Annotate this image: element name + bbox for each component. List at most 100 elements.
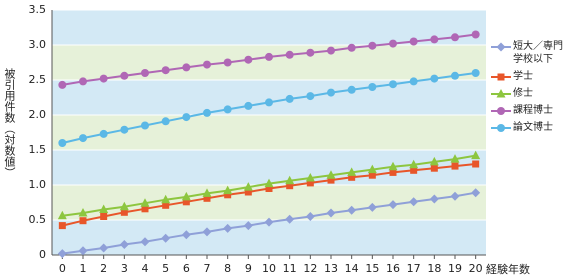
marker	[120, 125, 129, 134]
marker	[497, 107, 505, 115]
x-tick-label: 10	[262, 262, 276, 275]
marker	[429, 194, 439, 204]
marker	[141, 69, 149, 77]
marker	[306, 48, 315, 57]
x-tick-label: 14	[345, 262, 359, 275]
y-tick-label: 0	[39, 248, 46, 261]
marker	[497, 124, 505, 132]
y-tick-label: 2.0	[29, 108, 47, 121]
x-tick-label: 3	[121, 262, 128, 275]
y-tick-label: 1.0	[29, 178, 47, 191]
marker	[78, 208, 88, 217]
marker	[471, 188, 481, 198]
x-tick-label: 12	[303, 262, 317, 275]
marker	[141, 121, 149, 130]
marker	[57, 249, 67, 259]
marker	[224, 191, 232, 199]
y-tick-label: 2.5	[29, 73, 47, 86]
marker	[244, 55, 253, 64]
marker	[409, 159, 419, 169]
marker	[182, 63, 191, 72]
marker	[326, 170, 336, 179]
x-tick-label: 6	[183, 262, 190, 275]
marker	[265, 185, 273, 192]
marker	[326, 208, 336, 218]
legend-swatch	[491, 42, 511, 52]
marker	[100, 213, 108, 220]
x-tick-label: 19	[448, 262, 462, 275]
marker	[244, 188, 252, 196]
marker	[451, 71, 459, 80]
legend-label: 課程博士	[513, 105, 553, 116]
marker	[327, 176, 335, 184]
marker	[410, 166, 418, 174]
marker	[140, 198, 150, 207]
background-band	[52, 10, 486, 45]
marker	[223, 105, 232, 114]
marker	[161, 233, 171, 243]
legend-item: 短大／専門学校以下	[491, 40, 571, 66]
legend-label: 論文博士	[513, 122, 553, 133]
marker	[223, 58, 232, 67]
y-tick-label: 1.5	[29, 143, 47, 156]
marker	[79, 77, 87, 86]
marker	[347, 167, 357, 176]
marker	[368, 41, 377, 50]
marker	[264, 178, 274, 188]
legend-item: 課程博士	[491, 104, 571, 117]
marker	[202, 227, 212, 237]
marker	[78, 246, 88, 256]
marker	[79, 134, 87, 143]
background-band	[52, 115, 486, 150]
marker	[496, 42, 506, 52]
x-tick-label: 4	[142, 262, 149, 275]
marker	[285, 175, 295, 185]
background-band	[52, 45, 486, 80]
legend-swatch	[491, 73, 511, 81]
marker	[264, 217, 274, 227]
marker	[243, 221, 253, 231]
marker	[450, 154, 460, 163]
marker	[58, 139, 67, 147]
marker	[244, 101, 253, 110]
x-tick-label: 7	[204, 262, 211, 275]
marker	[203, 194, 211, 202]
marker	[119, 240, 129, 249]
legend-swatch	[491, 107, 511, 115]
marker	[389, 80, 397, 89]
x-tick-label: 1	[80, 262, 87, 275]
legend-label: 学士	[513, 71, 533, 82]
marker	[368, 83, 377, 91]
marker	[450, 191, 460, 201]
marker	[305, 212, 315, 221]
marker	[409, 197, 419, 207]
x-axis-label: 経験年数	[486, 262, 530, 276]
marker	[368, 171, 376, 179]
legend-label: 修士	[513, 88, 533, 99]
marker	[203, 60, 211, 69]
legend-item: 論文博士	[491, 121, 571, 134]
legend-item: 修士	[491, 87, 571, 100]
marker	[141, 205, 149, 213]
marker	[472, 160, 480, 168]
marker	[409, 37, 418, 46]
marker	[162, 201, 170, 209]
marker	[409, 77, 418, 86]
marker	[79, 217, 87, 225]
marker	[182, 113, 191, 122]
marker	[182, 198, 190, 206]
marker	[429, 156, 439, 166]
x-tick-label: 16	[386, 262, 400, 275]
marker	[471, 150, 481, 160]
x-tick-label: 0	[59, 262, 66, 275]
marker	[99, 129, 108, 138]
marker	[389, 168, 397, 176]
marker	[161, 66, 170, 75]
x-tick-label: 11	[283, 262, 297, 275]
marker	[57, 210, 67, 220]
legend-label: 短大／専門学校以下	[513, 41, 563, 65]
x-tick-label: 5	[162, 262, 169, 275]
legend-swatch	[491, 124, 511, 132]
marker	[99, 243, 109, 253]
